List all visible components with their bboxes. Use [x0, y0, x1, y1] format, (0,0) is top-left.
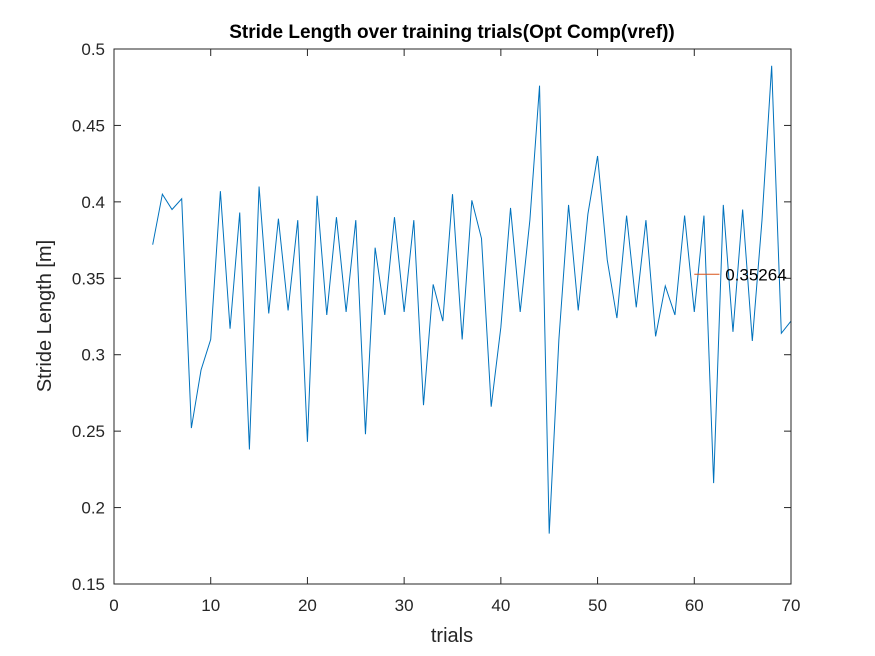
- series-line: [152, 65, 792, 534]
- x-tick-label: 70: [782, 596, 801, 615]
- x-tick-label: 0: [109, 596, 118, 615]
- y-tick-label: 0.5: [81, 40, 105, 59]
- annotation-label: 0.35264: [725, 265, 786, 284]
- x-axis-ticks: 0 10 20 30 40 50 60 70: [109, 49, 800, 615]
- x-tick-label: 30: [395, 596, 414, 615]
- chart-title: Stride Length over training trials(Opt C…: [229, 22, 674, 43]
- x-axis-label: trials: [431, 625, 473, 647]
- y-tick-label: 0.3: [81, 346, 105, 365]
- x-tick-label: 20: [298, 596, 317, 615]
- x-tick-label: 50: [588, 596, 607, 615]
- plot-area: [114, 49, 791, 584]
- y-tick-label: 0.45: [72, 116, 105, 135]
- y-tick-label: 0.35: [72, 269, 105, 288]
- y-tick-label: 0.25: [72, 422, 105, 441]
- y-tick-label: 0.15: [72, 575, 105, 594]
- y-axis-label: Stride Length [m]: [34, 240, 56, 392]
- y-tick-label: 0.2: [81, 499, 105, 518]
- x-tick-label: 10: [201, 596, 220, 615]
- series-layer: [152, 65, 792, 534]
- annotation-layer: 0.35264: [694, 265, 787, 284]
- x-tick-label: 40: [491, 596, 510, 615]
- y-axis-ticks: 0.15 0.2 0.25 0.3 0.35 0.4 0.45 0.5: [72, 40, 791, 594]
- axes-frame: [113, 48, 792, 585]
- x-tick-label: 60: [685, 596, 704, 615]
- y-tick-label: 0.4: [81, 193, 105, 212]
